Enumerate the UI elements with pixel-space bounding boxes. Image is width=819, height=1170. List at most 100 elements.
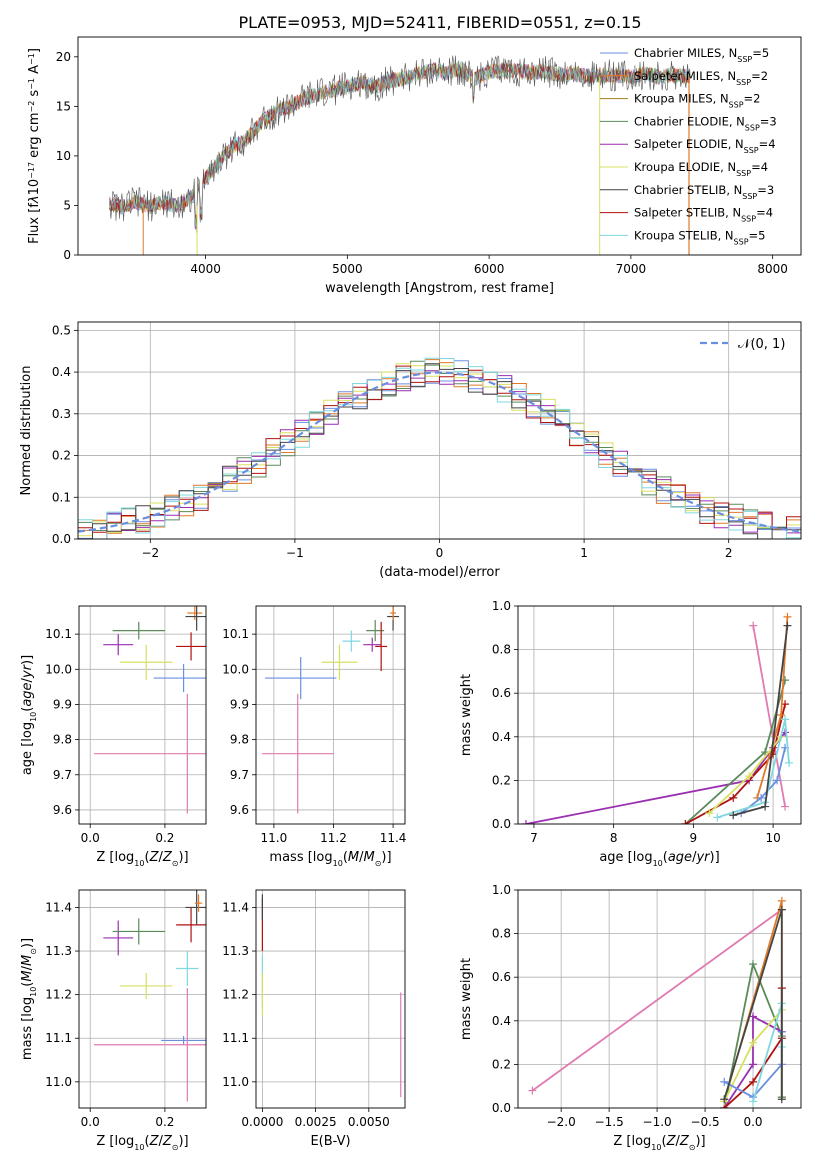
tick-label-y: 11.4 — [45, 900, 72, 914]
tick-label-y: 0.8 — [492, 643, 511, 657]
y-axis-label: mass weight — [459, 958, 474, 1040]
weight-series-marker — [781, 676, 790, 685]
weight-series-marker — [783, 621, 792, 630]
tick-label-x: 11.4 — [380, 831, 407, 845]
axes-frame — [78, 889, 207, 1109]
tick-label-y: 9.9 — [230, 697, 249, 711]
tick-label-y: 5 — [63, 198, 71, 212]
weight-series-marker — [720, 1077, 729, 1086]
axes-frame — [255, 605, 406, 825]
tick-label-x: 9 — [690, 831, 698, 845]
weight-series-line — [752, 625, 786, 807]
axes-frame — [77, 36, 802, 256]
legend-entry: Chabrier ELODIE, NSSP=3 — [634, 114, 777, 131]
spectrum-series-line — [108, 61, 691, 220]
tick-label-y: 10.1 — [45, 627, 72, 641]
tick-label-x: 0.2 — [155, 831, 174, 845]
tick-label-y: 0.2 — [492, 773, 511, 787]
tick-label-y: 9.8 — [230, 733, 249, 747]
weight-series-marker — [713, 813, 722, 822]
tick-label-x: 0 — [436, 546, 444, 560]
tick-label-y: 1.0 — [492, 599, 511, 613]
legend-entry: Kroupa MILES, NSSP=2 — [634, 92, 760, 110]
tick-label-x: −1 — [286, 546, 304, 560]
weight-series-marker — [720, 1095, 729, 1104]
tick-label-y: 9.6 — [53, 803, 72, 817]
tick-label-y: 0.4 — [492, 1014, 511, 1028]
tick-label-y: 0 — [63, 248, 71, 262]
tick-label-y: 0.6 — [492, 686, 511, 700]
panel-age_vs_mass: 11.0 11.2 11.4 9.6 9.7 9.8 9.9 10.0 10.1 mass [lo… — [222, 605, 407, 868]
plot-area — [261, 606, 400, 814]
tick-label-x: 5000 — [332, 262, 363, 276]
tick-label-y: 0.4 — [492, 730, 511, 744]
tick-label-x: 0.0 — [81, 1115, 100, 1129]
tick-label-x: 7000 — [616, 262, 647, 276]
tick-label-y: 0.6 — [492, 970, 511, 984]
weight-series-marker — [749, 621, 758, 630]
panel-mass_vs_Z: 0.0 0.2 11.0 11.1 11.2 11.3 11.4 Z [log10(Z/Z⊙)… — [20, 889, 207, 1152]
legend-entry: 𝒩(0, 1) — [738, 337, 785, 352]
plot-area — [521, 612, 794, 824]
legend-entry: Chabrier STELIB, NSSP=3 — [634, 183, 774, 201]
x-axis-label: age [log10(age/yr)] — [599, 850, 719, 868]
weight-series-marker — [681, 820, 690, 824]
weight-series-marker — [705, 809, 714, 818]
weight-series-marker — [777, 896, 786, 905]
weight-series-marker — [777, 711, 786, 719]
tick-label-y: 0.0 — [492, 817, 511, 831]
plot-area — [93, 606, 206, 814]
weight-series-line — [531, 908, 783, 1092]
weight-series-marker — [729, 793, 738, 802]
tick-label-x: 10 — [765, 831, 780, 845]
tick-label-x: 11.0 — [261, 831, 288, 845]
tick-label-x: 8000 — [757, 262, 788, 276]
tick-label-x: 8 — [610, 831, 618, 845]
tick-label-y: 0.8 — [492, 927, 511, 941]
legend-entry: Kroupa ELODIE, NSSP=4 — [634, 160, 768, 178]
tick-label-y: 11.0 — [222, 1075, 249, 1089]
tick-label-y: 10 — [56, 149, 71, 163]
tick-label-y: 10.0 — [45, 662, 72, 676]
tick-label-y: 20 — [56, 50, 71, 64]
tick-label-y: 9.9 — [53, 697, 72, 711]
y-axis-label: Flux [fλ10−17 erg cm−2 s−1 A−1] — [27, 48, 43, 244]
tick-label-x: −2 — [141, 546, 159, 560]
tick-label-x: 0.2 — [155, 1115, 174, 1129]
histogram-step — [78, 363, 801, 539]
tick-label-y: 15 — [56, 99, 71, 113]
x-axis-label: E(B-V) — [310, 1134, 350, 1149]
legend-entry: Salpeter ELODIE, NSSP=4 — [634, 137, 776, 155]
weight-series-marker — [749, 1038, 758, 1047]
weight-series-marker — [761, 802, 770, 811]
tick-label-x: −0.5 — [690, 1115, 719, 1129]
x-axis-label: mass [log10(M/M⊙)] — [269, 850, 391, 868]
tick-label-x: 0.0000 — [241, 1115, 283, 1129]
tick-label-y: 11.1 — [45, 1031, 72, 1045]
x-axis-label: wavelength [Angstrom, rest frame] — [325, 281, 554, 296]
tick-label-x: 7 — [530, 831, 538, 845]
tick-label-y: 0.2 — [492, 1057, 511, 1071]
x-axis-label: Z [log10(Z/Z⊙)] — [613, 1134, 705, 1152]
panel-age_vs_Z: 0.0 0.2 9.6 9.7 9.8 9.9 10.0 10.1 Z [log10(Z/Z⊙)… — [20, 605, 207, 868]
tick-label-x: 0.0025 — [295, 1115, 337, 1129]
axes-frame — [77, 321, 802, 540]
tick-label-x: 11.2 — [320, 831, 347, 845]
tick-label-y: 10.0 — [222, 662, 249, 676]
tick-label-x: 1 — [580, 546, 588, 560]
plot-area — [528, 896, 786, 1108]
tick-label-x: −2.0 — [547, 1115, 576, 1129]
tick-label-y: 0.2 — [52, 449, 71, 463]
x-axis-label: Z [log10(Z/Z⊙)] — [96, 1134, 188, 1152]
tick-label-y: 11.1 — [222, 1031, 249, 1045]
tick-label-y: 0.4 — [52, 365, 71, 379]
weight-series-marker — [781, 802, 790, 811]
tick-label-y: 11.3 — [222, 944, 249, 958]
tick-label-x: 6000 — [474, 262, 505, 276]
weight-series-marker — [749, 1012, 758, 1021]
spectrum-series-line — [108, 62, 691, 230]
tick-label-y: 0.0 — [52, 532, 71, 546]
axes-frame — [517, 605, 802, 825]
legend-entry: Kroupa STELIB, NSSP=5 — [634, 228, 765, 246]
